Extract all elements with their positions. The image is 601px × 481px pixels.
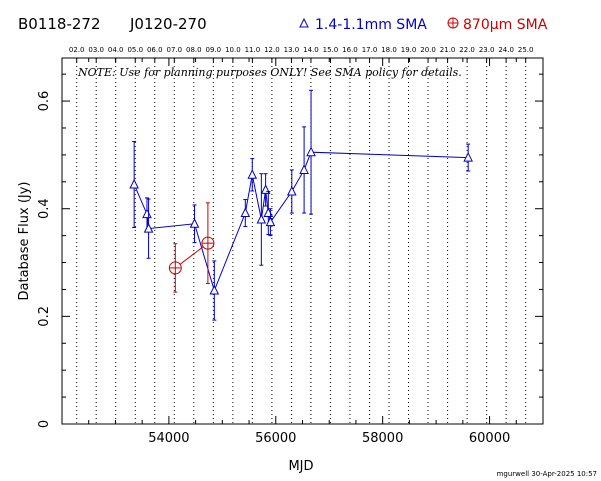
y-tick-label: 0.6 <box>37 91 52 112</box>
y-axis: 0 0.2 0.4 0.6 <box>37 73 543 428</box>
source-name: B0118-272 <box>18 15 101 33</box>
x-axis: 54000 56000 58000 60000 <box>88 58 517 446</box>
top-year-label: 09.0 <box>206 46 222 54</box>
top-year-label: 22.0 <box>459 46 475 54</box>
top-year-label: 06.0 <box>147 46 163 54</box>
planning-note: NOTE: Use for planning purposes ONLY! Se… <box>77 66 462 79</box>
x-axis-label: MJD <box>288 459 313 474</box>
alt-source-name: J0120-270 <box>129 15 207 33</box>
data-point-triangle <box>306 146 316 157</box>
data-point-triangle <box>263 207 274 218</box>
data-point-triangle <box>256 213 267 224</box>
top-year-label: 02.0 <box>69 46 85 54</box>
y-tick-label: 0.4 <box>37 198 52 219</box>
top-year-label: 15.0 <box>323 46 339 54</box>
data-point-triangle <box>129 178 139 189</box>
data-point-triangle <box>240 207 251 218</box>
data-point-triangle <box>142 208 152 219</box>
data-point-triangle <box>247 169 258 179</box>
series-group <box>168 202 215 293</box>
credit-stamp: mgurwell 30-Apr-2025 10:57 <box>497 470 597 478</box>
legend-blue-label: 1.4-1.1mm SMA <box>315 17 427 33</box>
x-tick-label: 58000 <box>362 431 403 446</box>
top-year-label: 11.0 <box>245 46 261 54</box>
top-year-label: 04.0 <box>108 46 124 54</box>
data-point-triangle <box>299 164 309 174</box>
data-point-triangle <box>265 216 276 227</box>
data-point-triangle <box>209 284 220 295</box>
top-year-label: 23.0 <box>479 46 495 54</box>
top-year-label: 17.0 <box>362 46 378 54</box>
top-year-label: 18.0 <box>381 46 397 54</box>
y-tick-label: 0 <box>37 420 52 428</box>
year-grid <box>76 58 527 424</box>
data-point-triangle <box>189 218 200 228</box>
data-point-triangle <box>463 151 473 162</box>
data-point-triangle <box>287 185 297 196</box>
top-year-label: 13.0 <box>284 46 300 54</box>
series-line <box>174 242 209 269</box>
plot-frame <box>61 57 544 425</box>
data-point-triangle <box>143 223 154 233</box>
top-year-label: 03.0 <box>88 46 104 54</box>
y-axis-label: Database Flux (Jy) <box>17 182 32 301</box>
legend-blue-marker <box>299 17 309 28</box>
top-year-axis: 02.0 03.0 04.0 05.0 06.0 07.0 08.0 09.0 10.0 11.0… <box>69 46 534 62</box>
top-year-label: 21.0 <box>440 46 456 54</box>
data-point-circle <box>168 261 182 275</box>
top-year-label: 24.0 <box>498 46 514 54</box>
series-group <box>129 89 473 321</box>
data-series <box>129 89 473 321</box>
x-tick-label: 54000 <box>148 431 189 446</box>
top-year-label: 14.0 <box>303 46 319 54</box>
top-year-label: 07.0 <box>166 46 182 54</box>
data-point-circle <box>201 236 215 250</box>
top-year-label: 12.0 <box>264 46 280 54</box>
top-year-label: 25.0 <box>518 46 534 54</box>
top-year-label: 16.0 <box>342 46 358 54</box>
y-tick-label: 0.2 <box>37 306 52 327</box>
top-year-label: 10.0 <box>225 46 241 54</box>
legend-red-label: 870μm SMA <box>463 17 548 33</box>
top-year-label: 08.0 <box>186 46 202 54</box>
top-year-label: 05.0 <box>127 46 143 54</box>
top-year-label: 19.0 <box>401 46 417 54</box>
x-tick-label: 60000 <box>469 431 510 446</box>
x-tick-label: 56000 <box>255 431 296 446</box>
legend-red-marker <box>447 17 459 29</box>
top-year-label: 20.0 <box>420 46 436 54</box>
